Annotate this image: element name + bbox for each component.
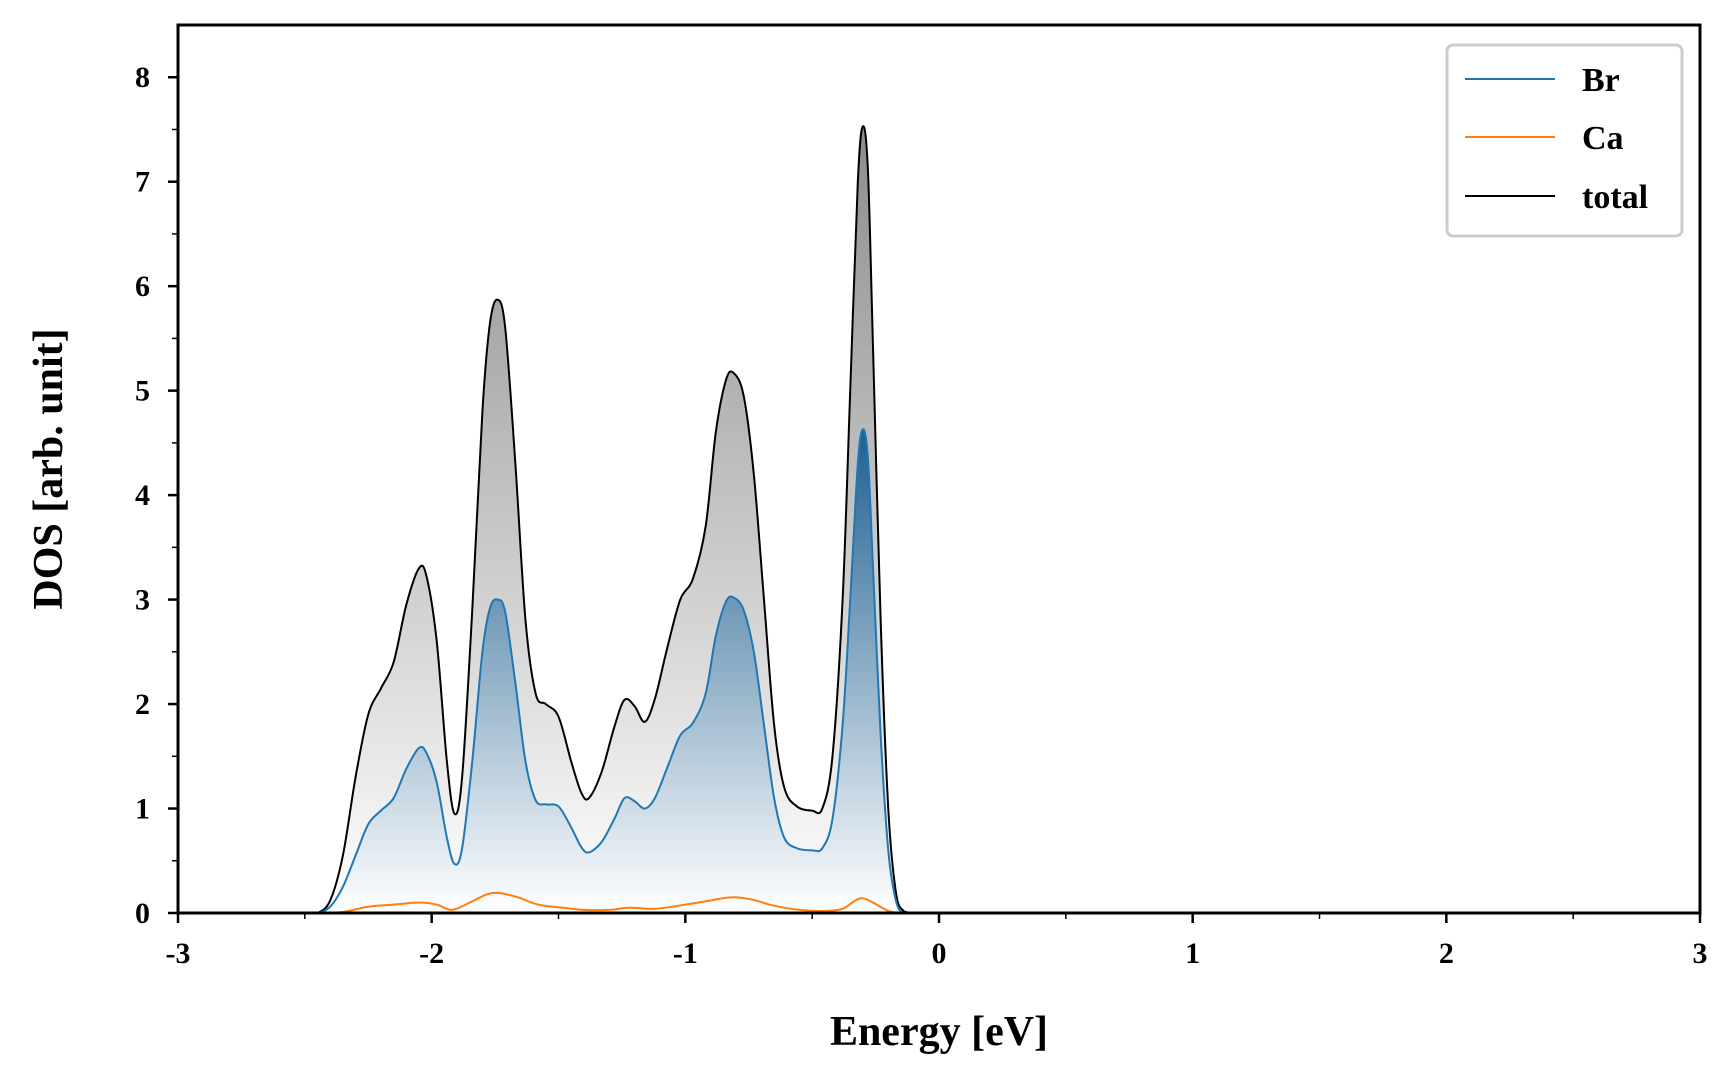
- y-axis-ticks: 0 1 2 3 4 5 6 7 8: [135, 61, 178, 930]
- legend-label-total: total: [1582, 179, 1648, 216]
- x-tick-label: -1: [673, 937, 698, 970]
- area-fills: [304, 126, 914, 913]
- series-line-total: [304, 125, 914, 913]
- y-tick-label: 5: [135, 375, 150, 408]
- legend: Br Ca total: [1445, 43, 1684, 238]
- area-fill-br: [304, 429, 914, 913]
- x-tick-label: 1: [1185, 937, 1200, 970]
- x-tick-label: 2: [1439, 937, 1454, 970]
- x-tick-label: -3: [166, 937, 191, 970]
- legend-box: [1445, 43, 1684, 238]
- series-line-ca: [317, 891, 902, 913]
- plot-frame: [176, 23, 1702, 915]
- x-axis-title: Energy [eV]: [830, 1009, 1048, 1055]
- series-lines: [304, 125, 914, 913]
- y-tick-label: 1: [135, 793, 150, 826]
- x-tick-label: 0: [932, 937, 947, 970]
- legend-label-ca: Ca: [1582, 120, 1624, 157]
- x-tick-label: 3: [1693, 937, 1708, 970]
- legend-label-br: Br: [1582, 62, 1620, 99]
- x-axis-ticks: -3 -2 -1 0 1 2 3: [166, 913, 1708, 970]
- y-tick-label: 4: [135, 479, 150, 512]
- y-tick-label: 3: [135, 584, 150, 617]
- x-tick-label: -2: [419, 937, 444, 970]
- series-line-br: [304, 428, 914, 913]
- y-axis-title: DOS [arb. unit]: [26, 328, 72, 609]
- y-tick-label: 0: [135, 897, 150, 930]
- y-tick-label: 2: [135, 688, 150, 721]
- y-tick-label: 8: [135, 61, 150, 94]
- y-tick-label: 6: [135, 270, 150, 303]
- y-tick-label: 7: [135, 166, 150, 199]
